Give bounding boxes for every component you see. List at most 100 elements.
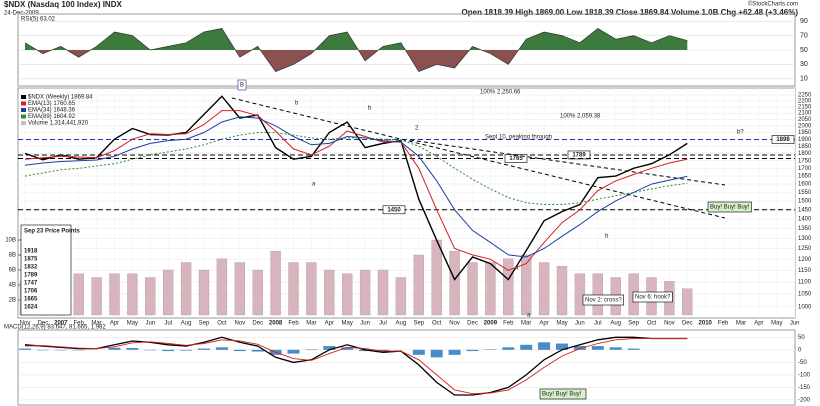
y-tick-label: 2200 [798, 99, 812, 105]
x-tick-label: Nov [234, 321, 245, 327]
ema-line [24, 110, 688, 271]
legend-label: Volume 1,314,441,920 [28, 121, 89, 127]
y-tick-label: 1000 [798, 304, 812, 310]
volume-bar [91, 277, 102, 316]
x-tick-label: Mar [306, 321, 316, 327]
histogram-bar [180, 349, 193, 351]
y-tick-label: 1700 [798, 166, 812, 172]
x-tick-label: Apr [754, 321, 763, 327]
level-label: 1789 [572, 153, 586, 159]
level-box [382, 205, 406, 215]
x-tick-label: Dec [682, 321, 693, 327]
price-point: 1875 [24, 257, 38, 263]
level-label: 1898 [776, 137, 790, 143]
volume-bar [216, 258, 228, 316]
histogram-bar [215, 347, 228, 350]
volume-bar [145, 277, 156, 316]
x-tick-label: Jun [145, 321, 155, 327]
y2-tick-label: 6B [9, 268, 16, 274]
y-tick-label: -100 [798, 372, 811, 378]
x-tick-label: Aug [610, 321, 621, 327]
y-tick-label: 50 [800, 47, 808, 54]
y-tick-label: 1500 [798, 199, 812, 205]
y-tick-label: 2150 [798, 105, 812, 111]
macd-frame [17, 329, 796, 406]
histogram-bar [72, 349, 85, 351]
legend-swatch [21, 121, 26, 125]
histogram-bar [520, 344, 533, 350]
annotation: a [312, 182, 316, 188]
credit: ©StockCharts.com [748, 1, 798, 8]
annotation: 100% 2,059.38 [560, 114, 601, 120]
y-tick-label: 1900 [798, 137, 812, 143]
price-point: 1832 [24, 265, 38, 271]
volume-bar [556, 266, 568, 316]
x-tick-label: 2008 [269, 321, 283, 327]
y-tick-label: 1600 [798, 182, 812, 188]
x-tick-label: Apr [539, 321, 548, 327]
histogram-bar [484, 349, 497, 350]
y2-tick-label: 2B [9, 298, 16, 304]
legend-label: EMA(13) 1760.65 [28, 101, 76, 107]
x-tick-label: 2009 [484, 321, 498, 327]
volume-bar [395, 277, 407, 316]
legend-label: $NDX (Weekly) 1869.84 [28, 95, 93, 101]
y-tick-label: 10 [800, 76, 808, 83]
x-tick-label: May [771, 321, 782, 327]
histogram-bar [627, 348, 640, 350]
volume-bar [467, 262, 478, 316]
x-tick-label: Mar [521, 321, 531, 327]
volume-bar [180, 262, 192, 316]
x-tick-label: Sep [413, 321, 424, 327]
histogram-bar [19, 348, 31, 350]
y2-tick-label: 4B [9, 283, 16, 289]
volume-bar [359, 269, 371, 316]
histogram-bar [466, 349, 479, 352]
x-tick-label: Nov [664, 321, 675, 327]
x-tick-label: Jul [379, 321, 387, 327]
histogram-bar [251, 349, 264, 352]
volume-bar [342, 273, 353, 316]
y-tick-label: 2000 [798, 123, 812, 129]
y-tick-label: 70 [800, 32, 808, 39]
x-tick-label: Oct [432, 321, 442, 327]
volume-bar [127, 273, 138, 316]
annotation: Buy! Buy! Buy! [710, 205, 750, 211]
y-tick-label: 1750 [798, 158, 812, 164]
x-tick-label: Nov [449, 321, 460, 327]
histogram-bar [502, 347, 515, 350]
y-tick-label: -50 [798, 360, 807, 366]
y-tick-label: 1050 [798, 292, 812, 298]
histogram-bar [233, 349, 246, 352]
histogram-bar [591, 346, 604, 350]
y2-tick-label: 8B [9, 253, 16, 259]
histogram-bar [538, 342, 551, 350]
annotation: Sept 10, peaking through [485, 135, 552, 141]
macd-line [24, 338, 688, 395]
legend-swatch [21, 114, 26, 119]
level-label: 1765 [509, 156, 523, 162]
x-tick-label: Dec [252, 321, 263, 327]
x-tick-label: Jun [360, 321, 370, 327]
y-tick-label: 2050 [798, 117, 812, 123]
y-tick-label: 2250 [798, 93, 812, 99]
level-label: 1450 [387, 207, 401, 213]
y-tick-label: 1300 [798, 236, 812, 242]
annotation-box [539, 388, 587, 400]
histogram-bar [412, 349, 425, 355]
x-tick-label: Jul [594, 321, 602, 327]
ema-line [24, 116, 688, 258]
volume-bar [592, 273, 603, 316]
annotation: 100% 2,250.66 [480, 90, 521, 96]
x-tick-label: Oct [217, 321, 227, 327]
histogram-bar [448, 349, 461, 355]
y-tick-label: 1950 [798, 130, 812, 136]
price-point: 1918 [24, 249, 38, 255]
legend-label: EMA(89) 1604.92 [28, 114, 76, 120]
annotation-box [582, 294, 624, 306]
x-tick-label: Apr [325, 321, 334, 327]
x-tick-label: Feb [503, 321, 514, 327]
x-tick-label: Feb [74, 321, 85, 327]
y-tick-label: 1400 [798, 217, 812, 223]
histogram-bar [144, 349, 157, 351]
